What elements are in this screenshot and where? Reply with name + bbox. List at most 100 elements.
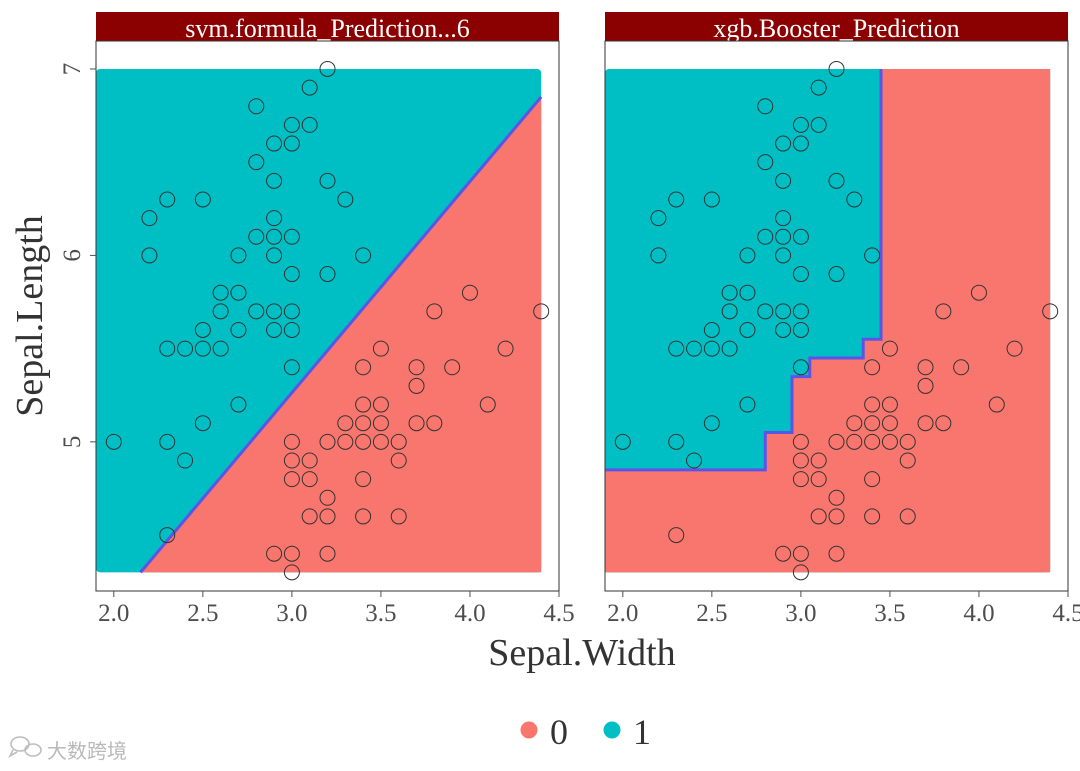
data-point: [319, 266, 336, 283]
data-point: [739, 396, 756, 413]
data-point: [739, 284, 756, 301]
data-point: [266, 545, 283, 562]
data-point: [775, 135, 792, 152]
data-point: [846, 191, 863, 208]
data-point: [283, 228, 300, 245]
data-point: [319, 489, 336, 506]
data-point: [266, 228, 283, 245]
data-point: [194, 321, 211, 338]
data-point: [757, 154, 774, 171]
data-point: [372, 396, 389, 413]
data-point: [194, 340, 211, 357]
data-point: [828, 545, 845, 562]
data-point: [792, 564, 809, 581]
data-point: [372, 433, 389, 450]
watermark: 大数跨境: [8, 736, 127, 763]
decision-boundary: [139, 95, 543, 574]
data-point: [703, 340, 720, 357]
data-point: [355, 508, 372, 525]
data-point: [899, 508, 916, 525]
panel-border: [604, 40, 1069, 592]
y-tick-label: 6: [59, 249, 86, 262]
data-point: [283, 452, 300, 469]
data-point: [479, 396, 496, 413]
data-point: [721, 284, 738, 301]
data-point: [828, 172, 845, 189]
wechat-bubbles-icon: [8, 736, 42, 759]
data-point: [864, 359, 881, 376]
data-point: [159, 191, 176, 208]
data-point: [792, 545, 809, 562]
data-point: [792, 266, 809, 283]
data-point: [159, 340, 176, 357]
data-point: [230, 321, 247, 338]
legend-key-0: [520, 721, 538, 739]
data-point: [917, 415, 934, 432]
y-axis-title: Sepal.Length: [9, 215, 51, 417]
data-point: [828, 508, 845, 525]
data-point: [988, 396, 1005, 413]
data-point: [301, 116, 318, 133]
data-point: [301, 452, 318, 469]
data-point: [266, 303, 283, 320]
data-point: [426, 303, 443, 320]
decision-boundary: [605, 68, 883, 472]
data-point: [408, 415, 425, 432]
data-point: [408, 359, 425, 376]
data-point: [355, 359, 372, 376]
data-point: [141, 210, 158, 227]
data-point: [775, 545, 792, 562]
data-point: [881, 433, 898, 450]
x-tick-label: 4.0: [454, 600, 485, 627]
data-point: [461, 284, 478, 301]
data-point: [703, 321, 720, 338]
data-point: [355, 247, 372, 264]
data-point: [212, 340, 229, 357]
data-point: [792, 321, 809, 338]
data-point: [230, 247, 247, 264]
data-point: [917, 359, 934, 376]
data-point: [899, 452, 916, 469]
data-point: [792, 433, 809, 450]
data-point: [248, 303, 265, 320]
data-point: [283, 303, 300, 320]
data-point: [899, 433, 916, 450]
panel-svm: svm.formula_Prediction...6: [95, 12, 560, 592]
x-tick-label: 3.5: [874, 600, 905, 627]
panel-strip-title: svm.formula_Prediction...6: [185, 14, 470, 43]
data-point: [301, 471, 318, 488]
data-point: [1006, 340, 1023, 357]
data-point: [337, 415, 354, 432]
data-point: [355, 415, 372, 432]
data-point: [792, 135, 809, 152]
data-point: [266, 135, 283, 152]
axes: 2.0 2.5 3.0 3.5 4.0 4.5 2.0 2.5 3.0 3.5 4.0 4.5 5 6 7: [59, 63, 1080, 627]
data-point: [792, 303, 809, 320]
data-point: [248, 154, 265, 171]
data-point: [686, 340, 703, 357]
data-point: [846, 415, 863, 432]
data-point: [319, 545, 336, 562]
data-point: [810, 116, 827, 133]
data-point: [792, 359, 809, 376]
data-point: [1042, 303, 1059, 320]
data-point: [828, 489, 845, 506]
data-point: [248, 228, 265, 245]
data-point: [935, 303, 952, 320]
data-point: [283, 545, 300, 562]
data-point: [864, 471, 881, 488]
data-point: [686, 452, 703, 469]
data-point: [775, 247, 792, 264]
data-point: [810, 508, 827, 525]
data-point: [177, 452, 194, 469]
data-point: [194, 415, 211, 432]
data-point: [703, 415, 720, 432]
x-tick-label: 3.5: [365, 600, 396, 627]
data-point: [775, 210, 792, 227]
data-point: [792, 452, 809, 469]
data-point: [301, 79, 318, 96]
data-point: [141, 247, 158, 264]
data-point: [703, 191, 720, 208]
x-tick-label: 4.0: [963, 600, 994, 627]
